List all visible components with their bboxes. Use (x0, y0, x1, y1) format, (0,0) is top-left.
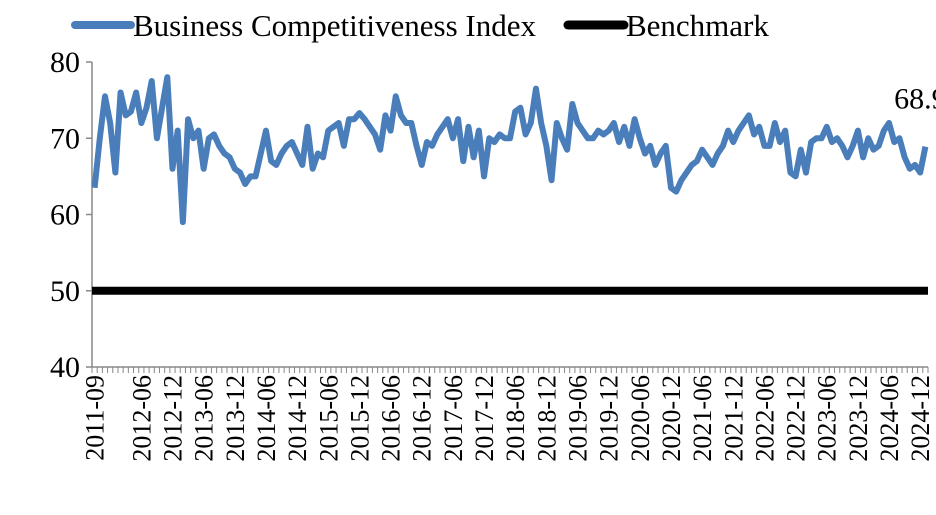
x-tick-label: 2019-12 (595, 375, 624, 462)
x-tick-label: 2016-06 (377, 375, 406, 462)
x-tick-label: 2017-12 (470, 375, 499, 462)
x-tick-label: 2023-12 (844, 375, 873, 462)
x-tick-label: 2018-12 (532, 375, 561, 462)
y-tick-label: 60 (50, 199, 80, 232)
x-tick-label: 2014-12 (283, 375, 312, 462)
data-label: 68.9 (894, 83, 936, 116)
x-tick-label: 2012-12 (158, 375, 187, 462)
x-tick-label: 2014-06 (252, 375, 281, 462)
x-tick-label: 2019-06 (564, 375, 593, 462)
x-tick-label: 2013-12 (221, 375, 250, 462)
x-tick-label: 2024-06 (875, 375, 904, 462)
x-tick-label: 2022-12 (782, 375, 811, 462)
x-tick-label: 2021-06 (688, 375, 717, 462)
x-tick-label: 2018-06 (501, 375, 530, 462)
x-tick-label: 2021-12 (719, 375, 748, 462)
y-tick-label: 70 (50, 122, 80, 155)
x-tick-label: 2011-09 (81, 375, 110, 461)
x-tick-label: 2012-06 (127, 375, 156, 462)
x-tick-label: 2023-06 (813, 375, 842, 462)
legend-label: Business Competitiveness Index (133, 8, 536, 43)
x-tick-label: 2024-12 (906, 375, 935, 462)
x-tick-label: 2015-12 (345, 375, 374, 462)
y-tick-label: 80 (50, 46, 80, 79)
x-tick-label: 2015-06 (314, 375, 343, 462)
x-tick-label: 2020-06 (626, 375, 655, 462)
y-tick-label: 40 (50, 351, 80, 384)
x-tick-label: 2016-12 (408, 375, 437, 462)
y-tick-label: 50 (50, 275, 80, 308)
x-tick-label: 2022-06 (750, 375, 779, 462)
x-tick-label: 2017-06 (439, 375, 468, 462)
series-line (91, 74, 929, 226)
x-tick-label: 2020-12 (657, 375, 686, 462)
x-tick-label: 2013-06 (190, 375, 219, 462)
legend-label: Benchmark (626, 8, 769, 43)
